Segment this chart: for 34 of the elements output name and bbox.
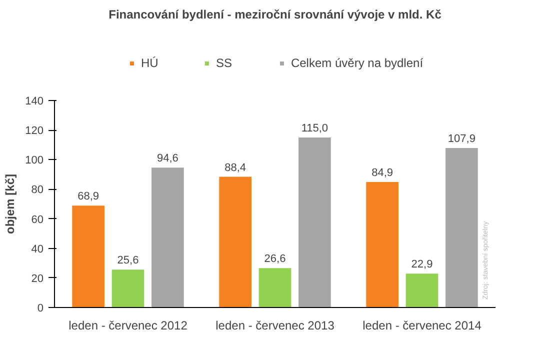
bar — [298, 137, 331, 308]
bar — [258, 268, 292, 308]
data-label: 94,6 — [156, 152, 178, 165]
data-label: 84,9 — [372, 166, 394, 179]
bar — [219, 176, 252, 308]
data-label: 88,4 — [224, 162, 246, 174]
y-axis-title: objem [kč] — [3, 174, 18, 234]
y-tick-label: 0 — [37, 302, 44, 314]
bar — [112, 270, 144, 308]
chart-title: Financování bydlení - meziroční srovnání vývoje v mld. Kč — [108, 8, 442, 22]
y-tick-label: 140 — [25, 96, 44, 108]
x-tick-label: leden - červenec 2013 — [216, 318, 335, 332]
legend-label: Celkem úvěry na bydlení — [290, 56, 424, 70]
y-tick-label: 20 — [31, 272, 44, 285]
y-tick-label: 60 — [31, 214, 44, 226]
data-label: 115,0 — [301, 122, 328, 134]
bar — [406, 274, 438, 308]
data-label: 25,6 — [117, 254, 139, 267]
bar — [446, 148, 478, 308]
y-tick-label: 100 — [25, 154, 44, 167]
legend-label: SS — [216, 56, 233, 70]
data-label: 26,6 — [264, 253, 286, 266]
y-tick-label: 40 — [31, 243, 44, 256]
data-label: 107,9 — [448, 132, 476, 145]
bar — [72, 206, 104, 308]
data-label: 68,9 — [78, 190, 100, 203]
bar — [366, 182, 398, 308]
legend-label: HÚ — [140, 56, 160, 70]
y-tick-label: 80 — [31, 184, 44, 196]
y-tick-label: 120 — [25, 125, 44, 138]
x-tick-label: leden - červenec 2012 — [68, 318, 188, 332]
bar — [152, 168, 184, 308]
x-tick-label: leden - červenec 2014 — [362, 318, 482, 332]
data-label: 22,9 — [411, 258, 433, 271]
